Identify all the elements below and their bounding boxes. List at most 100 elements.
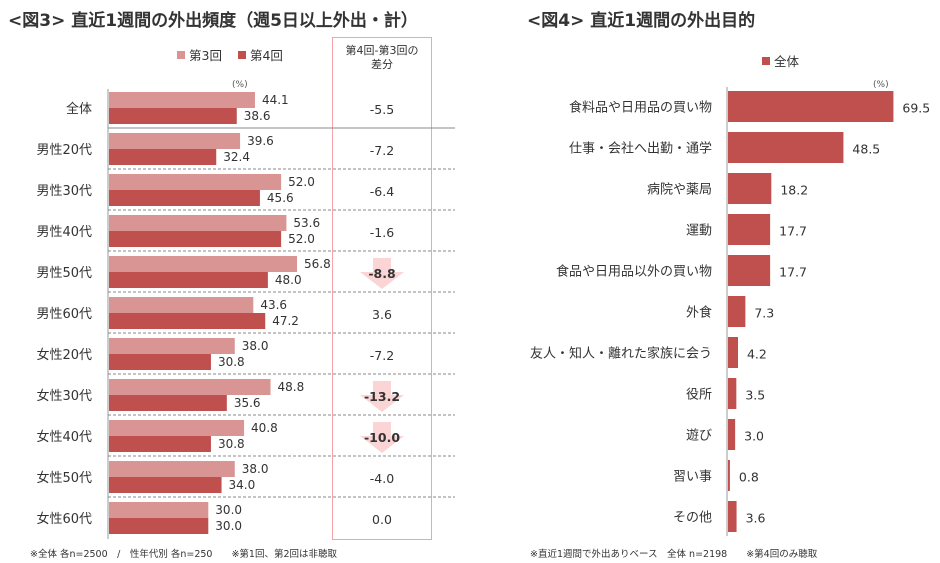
category-label: 女性20代 — [36, 347, 92, 363]
bar-round4 — [109, 518, 209, 534]
bar-total — [728, 296, 746, 327]
bar-round4 — [109, 272, 268, 288]
diff-header-line1: 第4回-第3回の — [345, 44, 419, 57]
category-label: 男性50代 — [36, 266, 92, 281]
category-label: 女性40代 — [36, 429, 92, 445]
data-label-total: 3.5 — [745, 388, 765, 403]
bar-round3 — [109, 461, 235, 477]
bar-round3 — [109, 420, 245, 436]
category-label: 男性60代 — [36, 307, 92, 322]
diff-value: 0.0 — [372, 512, 392, 527]
data-label-round4: 30.0 — [215, 519, 242, 533]
bar-round4 — [109, 436, 211, 452]
data-label-round4: 52.0 — [288, 232, 315, 246]
bar-total — [728, 378, 737, 409]
bar-round3 — [109, 215, 287, 231]
bar-round3 — [109, 379, 271, 395]
bar-round3 — [109, 297, 254, 313]
data-label-total: 7.3 — [754, 306, 774, 321]
category-label: 役所 — [686, 388, 712, 403]
category-label: 友人・知人・離れた家族に会う — [530, 346, 712, 362]
data-label-round3: 40.8 — [251, 421, 278, 435]
chart3-title: <図3> 直近1週間の外出頻度（週5日以上外出・計） — [8, 11, 418, 31]
data-label-round3: 48.8 — [278, 380, 305, 394]
bar-total — [728, 214, 771, 245]
data-label-round4: 34.0 — [229, 478, 256, 492]
bar-round3 — [109, 502, 209, 518]
bar-round3 — [109, 92, 255, 108]
category-label: 男性30代 — [36, 184, 92, 199]
diff-value: -7.2 — [370, 143, 394, 158]
chart4-footnote: ※直近1週間で外出ありベース 全体 n=2198 ※第4回のみ聴取 — [530, 549, 818, 560]
bar-total — [728, 337, 738, 368]
data-label-round3: 43.6 — [260, 298, 287, 312]
bar-total — [728, 501, 737, 532]
legend-swatch-round3 — [177, 50, 185, 59]
legend-label-round4: 第4回 — [249, 48, 283, 63]
data-label-round4: 48.0 — [275, 273, 302, 287]
category-label: 食品や日用品以外の買い物 — [556, 264, 712, 280]
data-label-round4: 47.2 — [272, 314, 299, 328]
data-label-round3: 38.0 — [242, 462, 269, 476]
bar-round3 — [109, 133, 241, 149]
diff-value: -1.6 — [370, 225, 394, 240]
category-label: 食料品や日用品の買い物 — [569, 100, 712, 116]
bar-total — [728, 419, 736, 450]
diff-value: -6.4 — [370, 184, 394, 199]
data-label-total: 17.7 — [779, 265, 807, 280]
data-label-round3: 53.6 — [293, 216, 320, 230]
down-arrow-icon — [360, 258, 404, 289]
chart3-footnote: ※全体 各n=2500 / 性年代別 各n=250 ※第1回、第2回は非聴取 — [30, 549, 338, 560]
bar-round4 — [109, 477, 222, 493]
legend-label-total: 全体 — [774, 54, 800, 69]
diff-column-header: 第4回-第3回の 差分 — [332, 44, 432, 72]
category-label: 習い事 — [673, 470, 712, 485]
down-arrow-icon — [360, 381, 404, 412]
category-label: 全体 — [66, 101, 92, 117]
category-label: 運動 — [686, 224, 712, 239]
data-label-total: 69.5 — [902, 101, 930, 116]
bar-round3 — [109, 256, 298, 272]
data-label-total: 3.0 — [744, 429, 764, 444]
data-label-round3: 39.6 — [247, 134, 274, 148]
chart3-legend: 第3回 第4回 — [177, 45, 283, 64]
bar-total — [728, 91, 894, 122]
bar-round3 — [109, 174, 282, 190]
data-label-round4: 35.6 — [234, 396, 261, 410]
diff-value: -4.0 — [370, 471, 394, 486]
bar-total — [728, 460, 730, 491]
chart4-legend: 全体 — [762, 51, 799, 70]
category-label: 病院や薬局 — [647, 183, 712, 198]
data-label-round4: 45.6 — [267, 191, 294, 205]
category-label: 外食 — [686, 305, 712, 321]
diff-header-line2: 差分 — [371, 58, 393, 71]
data-label-round4: 32.4 — [223, 150, 250, 164]
bar-total — [728, 173, 772, 204]
data-label-round3: 44.1 — [262, 93, 289, 107]
bar-total — [728, 132, 844, 163]
category-label: 男性40代 — [36, 225, 92, 240]
category-label: 女性50代 — [36, 470, 92, 486]
diff-value: -13.2 — [364, 389, 400, 404]
category-label: 女性30代 — [36, 388, 92, 404]
data-label-total: 3.6 — [746, 511, 766, 526]
chart3-unit-label: (%) — [232, 80, 248, 90]
diff-value: -10.0 — [364, 430, 400, 445]
legend-swatch-round4 — [237, 50, 246, 59]
diff-value: -8.8 — [368, 266, 395, 281]
diff-value: 3.6 — [372, 307, 392, 322]
chart3-plot: 全体 44.1 38.6 -5.5 男性20代 39.6 32.4 -7.2 男性30代 52.0… — [36, 89, 455, 539]
bar-round4 — [109, 231, 282, 247]
data-label-total: 0.8 — [739, 470, 759, 485]
bar-round3 — [109, 338, 235, 354]
bar-round4 — [109, 190, 260, 206]
category-label: その他 — [673, 511, 712, 526]
category-label: 遊び — [686, 429, 712, 444]
category-label: 女性60代 — [36, 511, 92, 527]
data-label-round4: 30.8 — [218, 437, 245, 451]
bar-round4 — [109, 313, 266, 329]
chart4-plot: 食料品や日用品の買い物 69.5 仕事・会社へ出勤・通学 48.5 病院や薬局 18.2 運… — [530, 87, 930, 536]
bar-round4 — [109, 108, 237, 124]
diff-value: -5.5 — [370, 102, 394, 117]
data-label-total: 17.7 — [779, 224, 807, 239]
